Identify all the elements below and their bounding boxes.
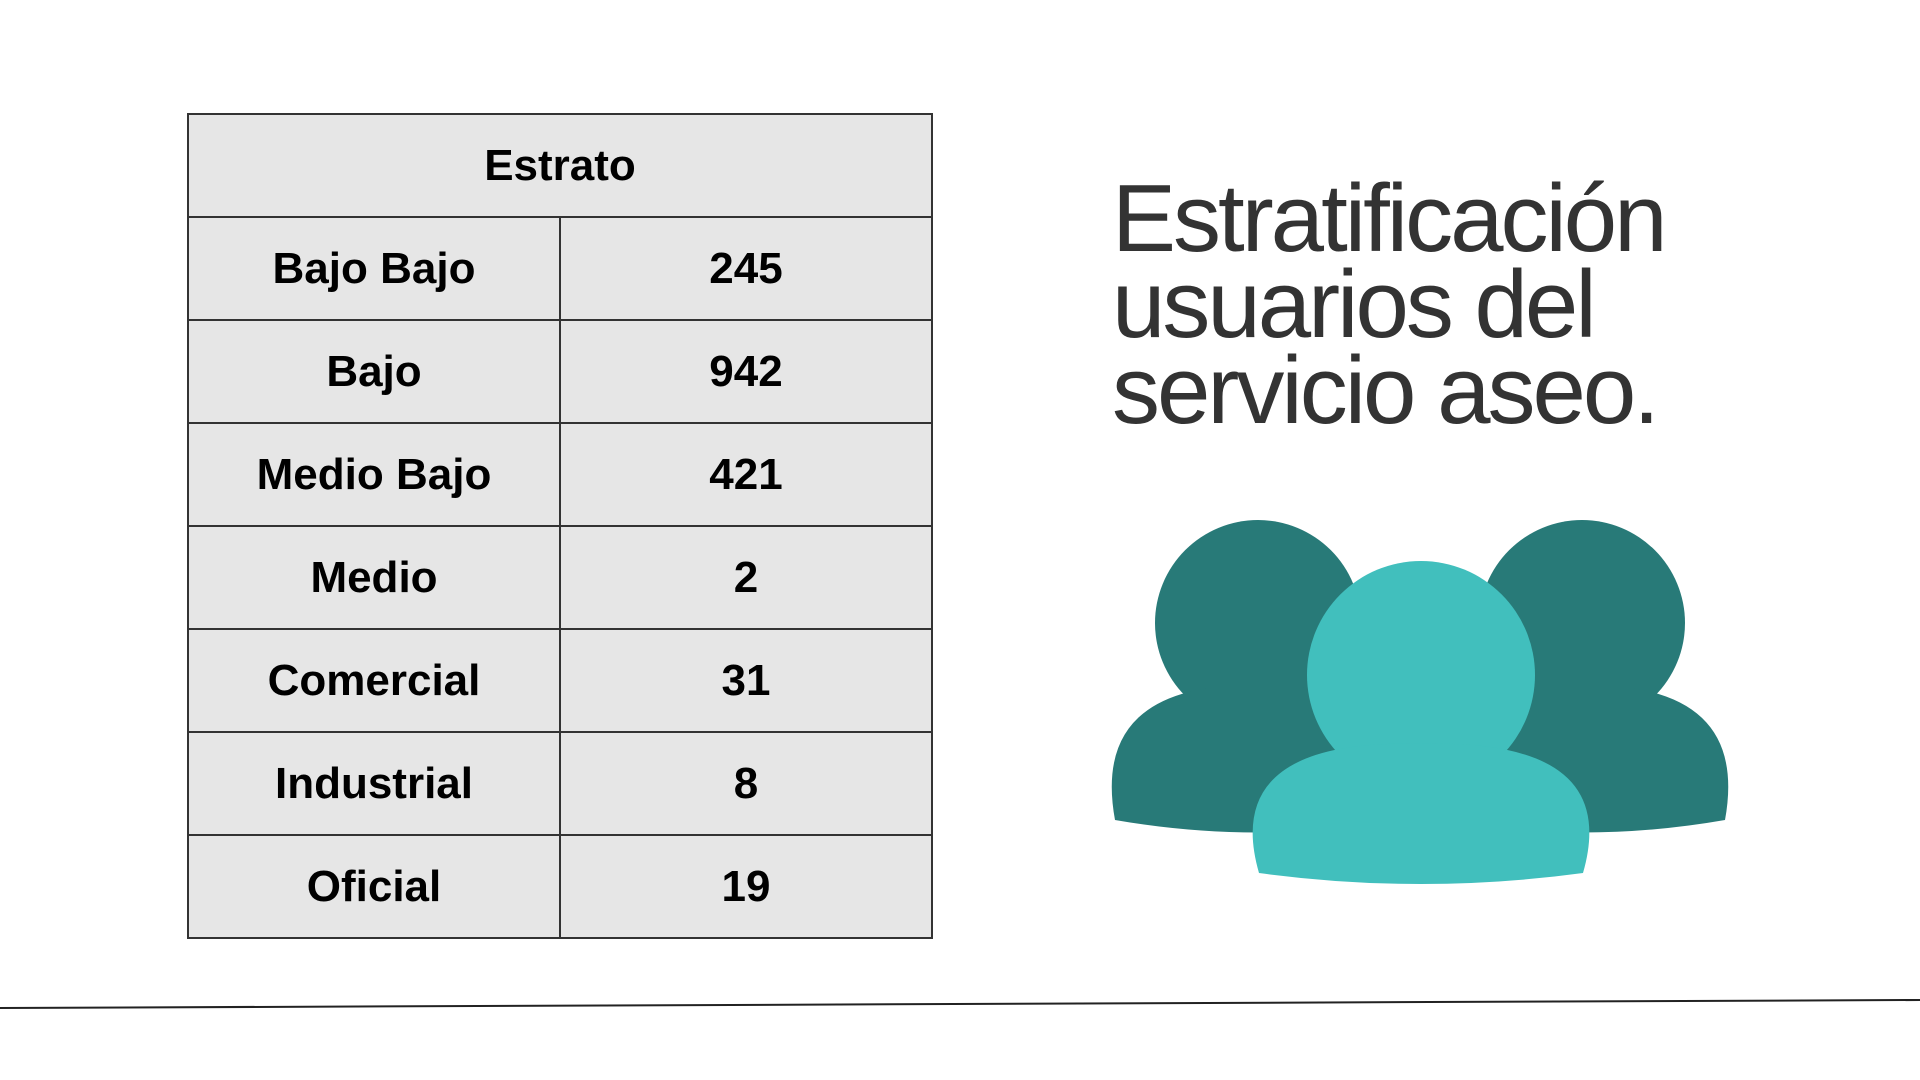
- row-label: Comercial: [187, 628, 561, 733]
- row-value: 31: [559, 628, 933, 733]
- row-label: Industrial: [187, 731, 561, 836]
- row-value: 19: [559, 834, 933, 939]
- estrato-table: Estrato Bajo Bajo 245 Bajo 942 Medio Baj…: [187, 113, 933, 939]
- table-row: Oficial 19: [187, 834, 933, 939]
- users-group-icon: [1111, 520, 1729, 884]
- title-line-3: servicio aseo.: [1112, 337, 1660, 444]
- row-label: Medio: [187, 525, 561, 630]
- title-line-1: Estratificación: [1112, 165, 1668, 272]
- row-value: 942: [559, 319, 933, 424]
- table-header: Estrato: [187, 113, 933, 218]
- table-header-row: Estrato: [187, 113, 933, 218]
- slide-title: Estratificación usuarios del servicio as…: [1112, 165, 1832, 444]
- row-label: Bajo: [187, 319, 561, 424]
- table-row: Medio Bajo 421: [187, 422, 933, 527]
- row-value: 245: [559, 216, 933, 321]
- table-row: Bajo Bajo 245: [187, 216, 933, 321]
- table-row: Industrial 8: [187, 731, 933, 836]
- row-value: 2: [559, 525, 933, 630]
- row-label: Bajo Bajo: [187, 216, 561, 321]
- row-label: Medio Bajo: [187, 422, 561, 527]
- row-value: 421: [559, 422, 933, 527]
- table-row: Medio 2: [187, 525, 933, 630]
- divider-line: [0, 999, 1920, 1009]
- row-label: Oficial: [187, 834, 561, 939]
- table-row: Bajo 942: [187, 319, 933, 424]
- user-center-icon: [1252, 561, 1590, 884]
- row-value: 8: [559, 731, 933, 836]
- title-line-2: usuarios del: [1112, 251, 1597, 358]
- table-row: Comercial 31: [187, 628, 933, 733]
